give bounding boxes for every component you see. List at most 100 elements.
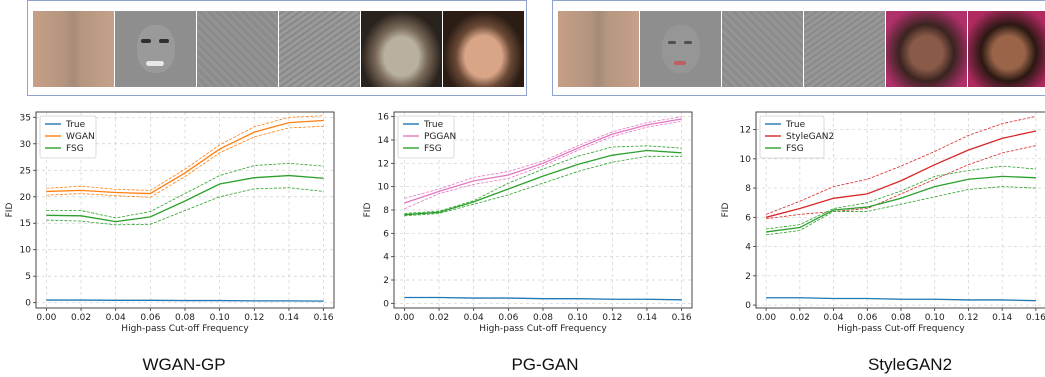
y-axis-title: FID	[721, 203, 731, 218]
x-tick-label: 0.02	[429, 313, 449, 323]
y-tick-label: 0	[25, 299, 31, 309]
series-line-fsg	[766, 175, 1036, 233]
x-tick-label: 0.14	[637, 313, 657, 323]
y-tick-label: 0	[745, 301, 751, 311]
y-tick-label: 12	[378, 159, 389, 169]
series-line-pggan	[404, 118, 682, 204]
x-tick-label: 0.10	[568, 313, 588, 323]
legend-label: True	[785, 120, 806, 130]
y-tick-label: 8	[745, 184, 751, 194]
series-line-true	[46, 299, 324, 302]
chart-wgan-gp-svg: 0.00 0.02 0.04 0.06 0.08 0.10 0.12 0.14 0.16 0 5 10…	[5, 111, 335, 334]
x-tick-label: 0.04	[106, 313, 126, 323]
series-line-stylegan2	[765, 130, 1037, 218]
x-tick-label: 0.10	[210, 313, 230, 323]
face-photo-thumbnail	[443, 11, 524, 87]
y-tick-label: 20	[20, 193, 32, 203]
y-tick-label: 16	[378, 113, 390, 123]
series-bound-line	[404, 155, 682, 217]
series-bound-line	[766, 145, 1036, 220]
x-tick-label: 0.00	[36, 313, 56, 323]
highpass-noise-thumbnail	[722, 11, 803, 87]
x-tick-label: 0.02	[71, 313, 91, 323]
x-tick-label: 0.16	[1026, 313, 1045, 323]
y-tick-label: 6	[745, 213, 751, 223]
legend-label: PGGAN	[424, 132, 456, 142]
face-photo-thumbnail	[968, 11, 1045, 87]
caption-wgan-gp: WGAN-GP	[142, 355, 226, 374]
y-tick-label: 15	[20, 219, 31, 229]
series-bound-line	[404, 120, 682, 210]
legend-label: FSG	[424, 144, 442, 154]
y-tick-label: 14	[378, 136, 390, 146]
x-tick-label: 0.12	[602, 313, 622, 323]
chart-pg-gan-svg: 0.00 0.02 0.04 0.06 0.08 0.10 0.12 0.14 0.16 0 2 4 6…	[363, 111, 693, 334]
series-line-true	[404, 296, 682, 301]
x-tick-label: 0.12	[958, 313, 978, 323]
y-tick-label: 12	[740, 126, 751, 136]
x-tick-label: 0.06	[857, 313, 877, 323]
series-bound-line	[404, 145, 682, 214]
y-tick-label: 0	[383, 299, 389, 309]
spectrum-thumbnail	[558, 11, 639, 87]
blurred-face-thumbnail	[361, 11, 442, 87]
x-tick-label: 0.08	[175, 313, 195, 323]
legend-label: FSG	[786, 144, 804, 154]
legend-label: True	[423, 120, 444, 130]
x-tick-label: 0.02	[790, 313, 810, 323]
x-tick-label: 0.04	[824, 313, 844, 323]
legend-label: WGAN	[66, 132, 95, 142]
chart-stylegan2-svg: 0.00 0.02 0.04 0.06 0.08 0.10 0.12 0.14 0.16 0 2 4 6…	[721, 111, 1045, 334]
highpass-edges-thumbnail	[804, 11, 885, 87]
y-axis-title: FID	[363, 203, 373, 218]
series-bound-line	[46, 187, 324, 226]
series-line-wgan	[46, 119, 324, 195]
series-bound-line	[46, 115, 324, 191]
series-bound-line	[46, 125, 324, 198]
y-tick-label: 8	[383, 206, 389, 216]
x-tick-label: 0.14	[992, 313, 1012, 323]
highpass-face-thumbnail	[115, 11, 196, 87]
series-bound-line	[46, 162, 324, 219]
series-line-fsg	[46, 174, 324, 223]
y-tick-label: 10	[740, 155, 752, 165]
y-tick-label: 2	[383, 276, 389, 286]
y-tick-label: 25	[20, 166, 31, 176]
legend-label: FSG	[66, 144, 84, 154]
x-tick-label: 0.16	[314, 313, 334, 323]
stylegan2-image-strip	[552, 0, 1045, 96]
y-tick-label: 4	[745, 243, 751, 253]
x-tick-label: 0.04	[464, 313, 484, 323]
y-tick-label: 30	[20, 140, 32, 150]
y-tick-label: 4	[383, 253, 389, 263]
chart-pg-gan: 0.00 0.02 0.04 0.06 0.08 0.10 0.12 0.14 0.16 0 2 4 6…	[358, 104, 698, 344]
y-tick-label: 35	[20, 113, 31, 123]
caption-pg-gan: PG-GAN	[511, 355, 579, 374]
highpass-noise-thumbnail	[197, 11, 278, 87]
x-axis-title: High-pass Cut-off Frequency	[479, 324, 607, 334]
x-tick-label: 0.00	[394, 313, 414, 323]
x-tick-label: 0.12	[244, 313, 264, 323]
series-line-true	[766, 297, 1036, 302]
spectrum-thumbnail	[33, 11, 114, 87]
chart-wgan-gp: 0.00 0.02 0.04 0.06 0.08 0.10 0.12 0.14 0.16 0 5 10…	[0, 104, 340, 344]
x-tick-label: 0.08	[533, 313, 553, 323]
x-axis-title: High-pass Cut-off Frequency	[837, 324, 965, 334]
y-tick-label: 6	[383, 229, 389, 239]
y-tick-label: 2	[745, 272, 751, 282]
highpass-face-thumbnail	[640, 11, 721, 87]
legend-label: True	[65, 120, 86, 130]
y-axis-title: FID	[5, 203, 15, 218]
x-tick-label: 0.10	[925, 313, 945, 323]
y-tick-label: 10	[378, 183, 390, 193]
x-tick-label: 0.16	[672, 313, 692, 323]
blurred-face-thumbnail	[886, 11, 967, 87]
caption-stylegan2: StyleGAN2	[867, 355, 953, 374]
legend-label: StyleGAN2	[786, 132, 834, 142]
series-bound-line	[766, 186, 1036, 236]
wgan-gp-image-strip	[27, 0, 527, 96]
series-line-fsg	[404, 149, 682, 216]
x-tick-label: 0.06	[498, 313, 518, 323]
x-axis-title: High-pass Cut-off Frequency	[121, 324, 249, 334]
y-tick-label: 5	[25, 272, 31, 282]
